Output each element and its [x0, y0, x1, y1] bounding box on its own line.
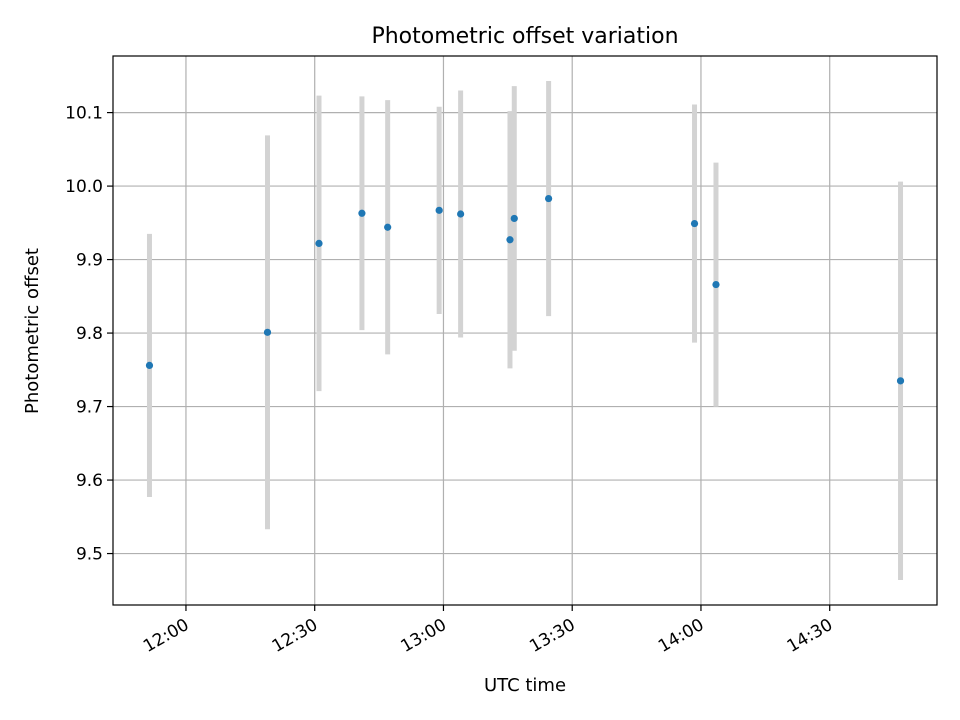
- data-points: [145, 194, 905, 385]
- data-point: [896, 377, 905, 385]
- data-point: [145, 361, 154, 370]
- data-point: [690, 219, 699, 228]
- x-tick-label: 12:30: [269, 615, 321, 657]
- x-tick-label: 14:00: [655, 615, 707, 657]
- x-tick-label: 13:00: [398, 615, 450, 657]
- data-point: [358, 209, 366, 217]
- data-point: [435, 206, 443, 214]
- y-tick-label: 9.9: [76, 251, 103, 271]
- x-tick-label: 14:30: [784, 615, 836, 657]
- data-point: [315, 239, 323, 248]
- y-tick-label: 10.1: [65, 104, 103, 124]
- x-axis-label: UTC time: [484, 675, 566, 696]
- y-axis-ticks: 9.5 9.6 9.7 9.8 9.9 10.0 10.1: [65, 104, 113, 565]
- chart-title: Photometric offset variation: [371, 24, 678, 49]
- y-tick-label: 9.6: [76, 471, 103, 491]
- error-bars: [146, 80, 904, 581]
- y-tick-label: 9.8: [76, 324, 103, 344]
- data-point: [263, 328, 272, 336]
- data-point: [384, 223, 392, 231]
- data-point: [545, 194, 553, 203]
- data-point: [457, 210, 465, 218]
- y-tick-label: 9.5: [76, 545, 103, 565]
- data-point: [510, 214, 518, 223]
- y-axis-label: Photometric offset: [22, 248, 43, 414]
- data-point: [712, 280, 720, 289]
- grid: [113, 56, 937, 605]
- x-axis-ticks: 12:00 12:30 13:00 13:30 14:00 14:30: [140, 605, 836, 657]
- x-tick-label: 12:00: [140, 615, 192, 657]
- y-tick-label: 10.0: [65, 177, 103, 197]
- plot-frame: [112, 55, 938, 606]
- x-tick-label: 13:30: [526, 615, 578, 657]
- data-point: [506, 236, 514, 244]
- y-tick-label: 9.7: [76, 398, 103, 418]
